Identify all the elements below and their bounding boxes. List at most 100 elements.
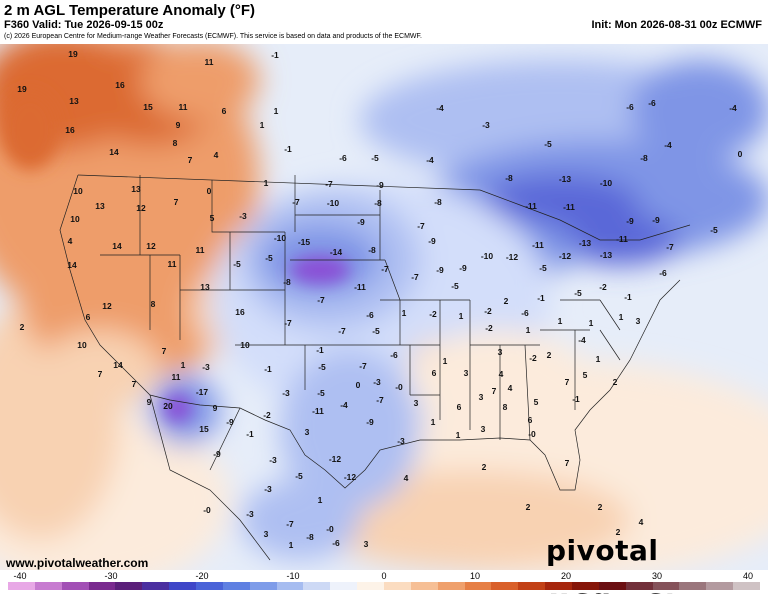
anomaly-value: 1	[526, 325, 531, 335]
anomaly-value: 1	[431, 417, 436, 427]
anomaly-value: -3	[246, 509, 254, 519]
anomaly-value: 5	[534, 397, 539, 407]
colorbar-swatch	[196, 582, 223, 590]
anomaly-value: 4	[68, 236, 73, 246]
anomaly-value: 16	[65, 125, 75, 135]
anomaly-value: -7	[417, 221, 425, 231]
anomaly-value: 6	[457, 402, 462, 412]
website-url: www.pivotalweather.com	[6, 556, 149, 570]
colorbar: -40 -30 -20 -10 0 10 20 30 40	[0, 570, 768, 593]
anomaly-field	[0, 44, 768, 570]
anomaly-value: -4	[426, 155, 434, 165]
colorbar-swatch	[330, 582, 358, 590]
anomaly-value: -6	[648, 98, 656, 108]
colorbar-swatch	[8, 582, 35, 590]
anomaly-value: -9	[226, 417, 234, 427]
anomaly-value: -13	[559, 174, 572, 184]
political-borders	[59, 174, 691, 561]
anomaly-value: -2	[263, 410, 271, 420]
anomaly-value: 3	[481, 424, 486, 434]
colorbar-swatch	[572, 582, 599, 590]
anomaly-value: -9	[376, 180, 384, 190]
colorbar-swatch	[437, 582, 465, 590]
anomaly-value: 12	[136, 203, 146, 213]
anomaly-value: 11	[196, 245, 205, 255]
colorbar-tick-label: 20	[560, 571, 572, 581]
colorbar-tick-label: -30	[104, 571, 118, 581]
anomaly-value: -9	[213, 449, 221, 459]
anomaly-value: -1	[284, 144, 292, 154]
colorbar-tick-label: 0	[381, 571, 387, 581]
anomaly-value: -7	[286, 519, 294, 529]
anomaly-value: 2	[482, 462, 487, 472]
anomaly-value: 3	[636, 316, 641, 326]
colorbar-strip	[8, 582, 761, 590]
colorbar-swatch	[222, 582, 250, 590]
anomaly-value: -8	[434, 197, 442, 207]
colorbar-swatch	[652, 582, 680, 590]
anomaly-value: -8	[368, 245, 376, 255]
anomaly-value: 1	[619, 312, 624, 322]
anomaly-value: -0	[395, 382, 403, 392]
anomaly-value: 15	[199, 424, 209, 434]
colorbar-swatch	[384, 582, 411, 590]
anomaly-value: -14	[330, 247, 343, 257]
anomaly-value: -11	[354, 282, 366, 292]
anomaly-value: 1	[558, 316, 563, 326]
anomaly-value: 7	[98, 369, 103, 379]
anomaly-value: -9	[652, 215, 660, 225]
anomaly-value: -7	[376, 395, 384, 405]
anomaly-value: -7	[325, 179, 333, 189]
anomaly-value: -5	[710, 225, 718, 235]
anomaly-value: -7	[317, 295, 325, 305]
anomaly-value: -3	[482, 120, 490, 130]
ecmwf-credit: (c) 2026 European Centre for Medium-rang…	[4, 33, 422, 40]
anomaly-value: 3	[364, 539, 369, 549]
anomaly-value: 9	[176, 120, 181, 130]
colorbar-swatch	[733, 582, 761, 590]
anomaly-value: -5	[539, 263, 547, 273]
anomaly-value: -3	[264, 484, 272, 494]
anomaly-value: -6	[366, 310, 374, 320]
colorbar-tick-label: -10	[286, 571, 300, 581]
anomaly-value: 2	[613, 377, 618, 387]
anomaly-value: 11	[168, 259, 177, 269]
anomaly-value: 1	[443, 356, 448, 366]
anomaly-value: 4	[404, 473, 409, 483]
anomaly-value: 8	[503, 402, 508, 412]
anomaly-value: 2	[616, 527, 621, 537]
anomaly-value: -13	[579, 238, 592, 248]
anomaly-value: 1	[589, 318, 594, 328]
anomaly-value: 12	[102, 301, 112, 311]
anomaly-value: -7	[666, 242, 674, 252]
anomaly-value: 6	[432, 368, 437, 378]
anomaly-value: -2	[429, 309, 437, 319]
anomaly-value: -5	[295, 471, 303, 481]
anomaly-value: -6	[521, 308, 529, 318]
colorbar-swatch	[518, 582, 546, 590]
anomaly-value: -2	[484, 306, 492, 316]
colorbar-swatch	[61, 582, 89, 590]
anomaly-value: -7	[292, 197, 300, 207]
anomaly-value: -2	[529, 353, 537, 363]
anomaly-value: -17	[196, 387, 209, 397]
anomaly-value: -1	[624, 292, 632, 302]
anomaly-value: 3	[464, 368, 469, 378]
anomaly-value: -1	[572, 394, 580, 404]
anomaly-value: -9	[459, 263, 467, 273]
anomaly-value: -10	[327, 198, 340, 208]
anomaly-value: 2	[526, 502, 531, 512]
anomaly-value: -7	[381, 264, 389, 274]
colorbar-swatch	[88, 582, 116, 590]
colorbar-swatch	[276, 582, 304, 590]
anomaly-value: 14	[109, 147, 119, 157]
anomaly-value: -9	[436, 265, 444, 275]
colorbar-swatch	[679, 582, 707, 590]
colorbar-swatch	[598, 582, 626, 590]
anomaly-value: 11	[205, 57, 214, 67]
anomaly-value: -6	[390, 350, 398, 360]
anomaly-value: 16	[235, 307, 245, 317]
anomaly-value: 1	[318, 495, 323, 505]
